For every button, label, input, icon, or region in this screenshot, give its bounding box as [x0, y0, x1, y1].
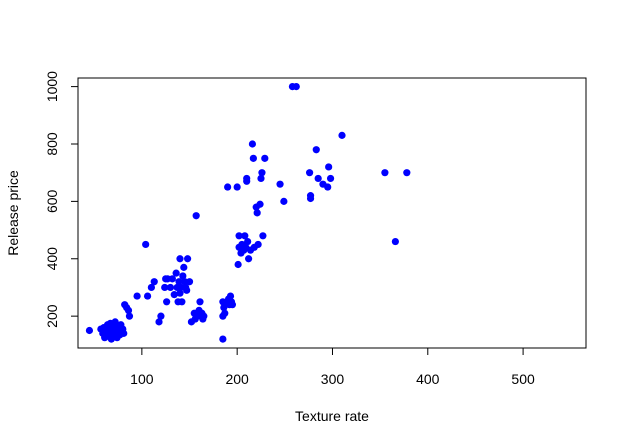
x-tick-label: 100 — [130, 371, 154, 387]
data-point — [155, 318, 163, 326]
data-point — [325, 163, 333, 171]
data-point — [221, 309, 229, 317]
data-point — [241, 232, 249, 240]
data-point — [200, 312, 208, 320]
data-point — [314, 174, 322, 183]
data-point — [235, 232, 243, 240]
data-point — [85, 326, 94, 335]
data-point — [161, 283, 169, 292]
data-point — [166, 283, 175, 292]
y-tick-label: 800 — [44, 132, 60, 156]
data-point — [124, 306, 133, 315]
data-point — [249, 154, 257, 162]
y-tick-label: 600 — [44, 189, 60, 213]
data-point — [176, 255, 184, 263]
data-point — [326, 174, 335, 183]
data-point — [178, 298, 186, 306]
data-point — [280, 197, 288, 205]
data-point — [147, 283, 155, 292]
data-point — [244, 237, 252, 246]
x-tick-label: 200 — [225, 371, 249, 387]
data-point — [180, 263, 188, 271]
data-point — [172, 269, 180, 277]
data-point — [133, 292, 141, 300]
data-point — [179, 272, 187, 280]
data-point — [163, 298, 171, 306]
x-tick-label: 500 — [511, 371, 535, 387]
data-point — [175, 278, 183, 286]
data-point — [391, 237, 399, 246]
data-point — [261, 154, 269, 162]
data-point — [219, 335, 227, 343]
data-point — [248, 140, 257, 148]
y-tick-label: 1000 — [44, 71, 60, 102]
x-tick-label: 400 — [416, 371, 440, 387]
data-point — [143, 292, 152, 300]
data-point — [192, 212, 200, 220]
data-point — [183, 286, 191, 294]
data-point — [243, 174, 251, 183]
data-point — [184, 255, 192, 263]
data-point — [224, 183, 232, 191]
data-point — [259, 232, 267, 240]
data-point — [142, 240, 150, 249]
data-point — [338, 131, 346, 139]
data-point — [196, 298, 204, 306]
data-point — [168, 275, 176, 283]
data-point — [176, 289, 184, 297]
y-tick-label: 400 — [44, 247, 60, 271]
x-axis-title: Texture rate — [295, 408, 369, 424]
data-point — [256, 200, 264, 208]
data-point — [125, 312, 134, 320]
y-axis-title: Release price — [5, 170, 21, 256]
data-point — [253, 209, 261, 217]
data-point — [170, 291, 178, 299]
data-point — [226, 292, 235, 300]
data-point — [111, 318, 119, 326]
data-point — [258, 169, 266, 177]
data-point — [306, 194, 315, 203]
data-point — [254, 240, 262, 249]
data-point — [292, 83, 300, 91]
y-tick-label: 200 — [44, 304, 60, 328]
data-point — [150, 278, 158, 286]
data-point — [234, 260, 242, 269]
data-point — [306, 169, 314, 177]
data-point — [324, 183, 332, 191]
data-point — [228, 301, 237, 309]
x-tick-label: 300 — [321, 371, 345, 387]
y-axis: 200 400 600 800 1000 — [44, 71, 79, 328]
data-point — [157, 312, 165, 320]
data-point — [120, 329, 128, 337]
data-point — [233, 183, 241, 191]
data-point — [312, 146, 320, 154]
data-point — [276, 180, 284, 188]
data-point — [185, 278, 194, 286]
data-point — [245, 255, 253, 263]
data-point — [257, 174, 265, 183]
points-layer — [85, 83, 411, 343]
data-point — [381, 169, 389, 177]
data-point — [403, 169, 411, 177]
x-axis: 100 200 300 400 500 — [130, 347, 535, 387]
